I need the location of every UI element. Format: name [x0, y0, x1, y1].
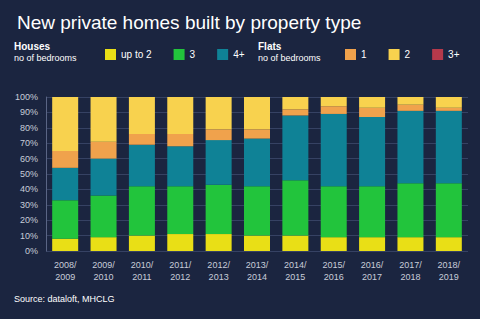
svg-text:80%: 80% [20, 123, 38, 133]
svg-text:2015: 2015 [285, 272, 305, 282]
svg-text:2008/: 2008/ [54, 260, 77, 270]
svg-text:3+: 3+ [448, 49, 460, 60]
svg-text:0%: 0% [25, 246, 38, 256]
svg-text:10%: 10% [20, 231, 38, 241]
svg-text:2018: 2018 [400, 272, 420, 282]
svg-text:60%: 60% [20, 154, 38, 164]
svg-text:2009: 2009 [55, 272, 75, 282]
svg-text:no of bedrooms: no of bedrooms [14, 53, 77, 63]
svg-text:1: 1 [361, 49, 367, 60]
svg-text:30%: 30% [20, 200, 38, 210]
svg-text:up to 2: up to 2 [121, 49, 152, 60]
svg-text:2014: 2014 [247, 272, 267, 282]
svg-text:2017/: 2017/ [399, 260, 422, 270]
svg-text:2019: 2019 [439, 272, 459, 282]
svg-text:70%: 70% [20, 138, 38, 148]
svg-text:2018/: 2018/ [438, 260, 461, 270]
svg-text:2010: 2010 [94, 272, 114, 282]
svg-text:40%: 40% [20, 184, 38, 194]
svg-text:2011: 2011 [132, 272, 151, 282]
svg-text:2012: 2012 [170, 272, 190, 282]
svg-text:2017: 2017 [362, 272, 382, 282]
svg-text:New private homes built by pro: New private homes built by property type [17, 12, 361, 33]
svg-text:Flats: Flats [258, 41, 282, 52]
svg-text:2013/: 2013/ [246, 260, 269, 270]
svg-text:20%: 20% [20, 215, 38, 225]
svg-text:2010/: 2010/ [131, 260, 154, 270]
svg-text:2014/: 2014/ [284, 260, 307, 270]
svg-text:90%: 90% [20, 107, 38, 117]
svg-text:2012/: 2012/ [207, 260, 230, 270]
svg-text:3: 3 [190, 49, 196, 60]
svg-text:2009/: 2009/ [92, 260, 115, 270]
svg-text:100%: 100% [15, 92, 38, 102]
svg-text:4+: 4+ [233, 49, 245, 60]
svg-text:2016/: 2016/ [361, 260, 384, 270]
svg-text:Houses: Houses [14, 41, 51, 52]
svg-text:Source: dataloft, MHCLG: Source: dataloft, MHCLG [14, 294, 115, 304]
svg-text:2015/: 2015/ [322, 260, 345, 270]
svg-text:2016: 2016 [324, 272, 344, 282]
svg-text:no of bedrooms: no of bedrooms [258, 53, 321, 63]
svg-text:50%: 50% [20, 169, 38, 179]
svg-text:2013: 2013 [209, 272, 229, 282]
svg-text:2011/: 2011/ [169, 260, 191, 270]
svg-text:2: 2 [405, 49, 411, 60]
